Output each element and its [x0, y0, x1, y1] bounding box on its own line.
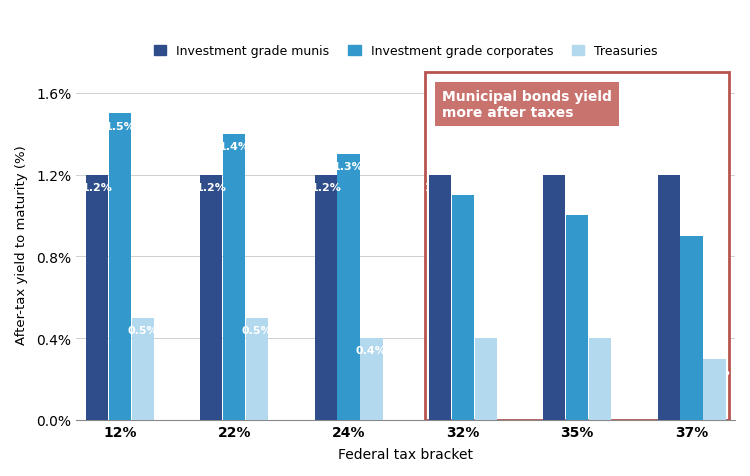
FancyBboxPatch shape — [425, 73, 729, 420]
Text: 1.4%: 1.4% — [219, 142, 250, 152]
Text: 0.4%: 0.4% — [585, 346, 616, 356]
Text: 1.2%: 1.2% — [424, 182, 455, 192]
Bar — [109, 114, 131, 420]
Bar — [658, 175, 680, 420]
Text: 1.1%: 1.1% — [448, 203, 478, 213]
Bar — [452, 196, 474, 420]
Bar — [338, 155, 360, 420]
Bar — [132, 318, 154, 420]
X-axis label: Federal tax bracket: Federal tax bracket — [338, 447, 473, 461]
Bar — [224, 134, 245, 420]
Bar — [246, 318, 268, 420]
Text: 1.2%: 1.2% — [539, 182, 570, 192]
Bar — [200, 175, 223, 420]
Legend: Investment grade munis, Investment grade corporates, Treasuries: Investment grade munis, Investment grade… — [148, 40, 663, 63]
Bar — [589, 338, 611, 420]
Text: 0.4%: 0.4% — [585, 346, 616, 356]
Text: 1.2%: 1.2% — [310, 182, 341, 192]
Bar — [680, 237, 703, 420]
Bar — [360, 338, 382, 420]
Text: Municipal bonds yield
more after taxes: Municipal bonds yield more after taxes — [442, 89, 612, 119]
Text: 1.2%: 1.2% — [653, 182, 684, 192]
Bar — [543, 175, 566, 420]
Bar — [589, 338, 611, 420]
Text: 0.3%: 0.3% — [699, 366, 730, 376]
Text: 0.4%: 0.4% — [470, 346, 501, 356]
Text: 1.0%: 1.0% — [562, 223, 592, 233]
Text: 0.5%: 0.5% — [242, 325, 272, 335]
Bar — [658, 175, 680, 420]
Bar — [452, 196, 474, 420]
Text: 0.3%: 0.3% — [699, 366, 730, 376]
Bar — [475, 338, 496, 420]
Text: 1.3%: 1.3% — [333, 162, 364, 172]
Bar — [475, 338, 496, 420]
Bar — [314, 175, 337, 420]
Bar — [429, 175, 451, 420]
Bar — [543, 175, 566, 420]
Y-axis label: After-tax yield to maturity (%): After-tax yield to maturity (%) — [15, 145, 28, 344]
Text: 0.9%: 0.9% — [676, 244, 707, 254]
Text: 1.2%: 1.2% — [196, 182, 226, 192]
Text: 1.0%: 1.0% — [562, 223, 592, 233]
Bar — [86, 175, 108, 420]
Text: 0.5%: 0.5% — [128, 325, 158, 335]
Bar — [566, 216, 588, 420]
Bar — [429, 175, 451, 420]
Text: 1.1%: 1.1% — [448, 203, 478, 213]
Bar — [566, 216, 588, 420]
Text: 1.2%: 1.2% — [82, 182, 112, 192]
Bar — [680, 237, 703, 420]
Bar — [704, 359, 725, 420]
Text: 1.2%: 1.2% — [653, 182, 684, 192]
Text: 1.5%: 1.5% — [104, 121, 135, 131]
Text: 0.4%: 0.4% — [356, 346, 387, 356]
Text: 1.2%: 1.2% — [539, 182, 570, 192]
Bar — [704, 359, 725, 420]
Text: 0.9%: 0.9% — [676, 244, 707, 254]
Text: 1.2%: 1.2% — [424, 182, 455, 192]
Text: 0.4%: 0.4% — [470, 346, 501, 356]
